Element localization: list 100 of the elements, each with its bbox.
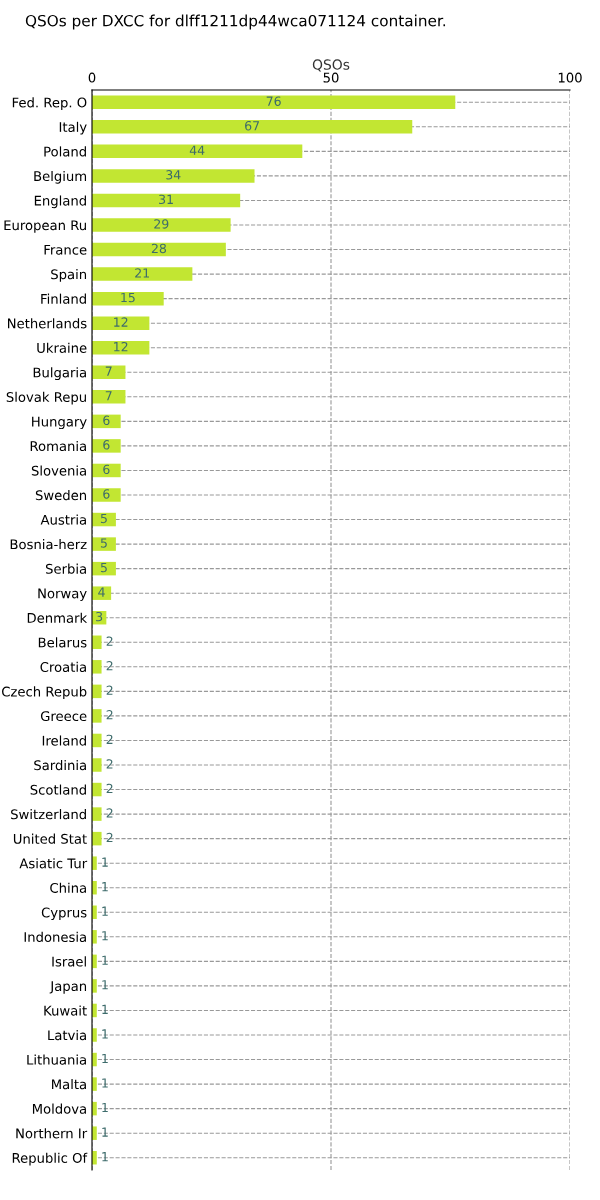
y-tick-label: Sweden [35,489,87,501]
bar [92,684,102,699]
bar [92,218,231,232]
data-label: 1 [102,1029,108,1039]
bar [92,782,102,797]
y-tick-label: Japan [49,981,87,994]
data-label: 1 [102,1004,108,1014]
y-tick-label: Ireland [42,735,86,746]
data-label: 15 [121,292,135,303]
data-label: 2 [106,710,113,720]
data-label: 2 [106,783,113,793]
bar [92,831,102,846]
data-label: 44 [189,145,205,155]
x-tick-label: 50 [323,72,339,83]
data-label: 21 [135,268,149,278]
data-label: 1 [102,955,108,965]
data-label: 12 [114,341,128,352]
bar [92,635,102,650]
data-label: 1 [102,931,108,941]
bar [92,95,456,110]
data-label: 5 [100,513,107,524]
y-tick-label: Israel [52,956,86,967]
data-label: 2 [106,734,113,744]
y-tick-label: Finland [41,293,86,304]
y-tick-label: Spain [51,269,87,282]
y-tick-label: Switzerland [11,809,86,820]
y-tick-label: England [34,195,86,209]
y-tick-label: Slovenia [31,465,86,476]
bar [92,488,121,502]
y-tick-label: Fed. Rep. O [12,97,87,111]
data-label: 1 [102,906,108,916]
chart-title: QSOs per DXCC for dlff1211dp44wca071124 container. [25,14,446,30]
bar [92,390,126,404]
y-tick-label: Cyprus [41,907,87,921]
bar [92,537,116,551]
x-axis-title: QSOs [312,59,350,72]
data-label: 5 [100,538,107,548]
data-label: 1 [102,1127,108,1137]
data-label: 2 [106,685,113,695]
data-label: 67 [245,120,260,131]
data-label: 2 [106,832,113,843]
y-tick-label: Italy [59,121,87,135]
data-label: 31 [159,194,173,205]
data-label: 28 [151,243,167,254]
y-tick-label: Czech Repub [2,686,87,700]
y-tick-label: Greece [40,711,87,722]
data-label: 2 [106,759,113,769]
data-label: 1 [102,1102,108,1113]
y-tick-label: Ukraine [37,342,87,353]
data-label: 6 [103,415,110,425]
y-tick-label: China [50,882,86,893]
y-tick-label: Kuwait [44,1005,87,1016]
y-tick-label: Romania [30,440,86,452]
y-tick-label: Lithuania [27,1054,86,1065]
data-label: 3 [96,611,103,622]
data-label: 1 [102,1078,108,1088]
y-tick-label: Slovak Repu [6,391,86,405]
y-tick-label: Poland [44,146,86,157]
y-tick-label: Scotland [30,784,86,795]
x-tick-label: 100 [558,72,582,83]
data-label: 2 [106,808,113,818]
bar [92,709,102,723]
data-label: 4 [98,587,105,597]
y-tick-label: European Ru [4,220,86,233]
y-tick-label: Northern Ir [16,1128,88,1139]
data-label: 76 [266,96,281,106]
bar [92,758,102,772]
data-label: 6 [103,440,110,450]
data-label: 29 [154,219,169,229]
data-label: 1 [102,980,108,990]
y-tick-label: Belgium [34,170,87,184]
data-label: 1 [102,857,108,867]
data-label: 1 [102,882,108,892]
data-label: 34 [166,170,181,180]
bar [92,242,226,257]
y-tick-label: Denmark [27,612,88,623]
y-tick-label: Serbia [45,563,86,574]
y-tick-label: Republic Of [12,1152,88,1166]
y-tick-label: Sardinia [34,759,86,771]
y-tick-label: Belarus [38,637,87,648]
bar [92,267,193,281]
y-tick-label: Bulgaria [33,367,86,381]
data-label: 5 [100,562,107,573]
y-tick-label: Austria [40,514,86,525]
data-label: 1 [102,1152,108,1162]
y-tick-label: Latvia [48,1029,86,1041]
y-tick-label: France [44,244,87,255]
data-label: 2 [106,636,113,646]
y-tick-label: Asiatic Tur [19,858,88,869]
bar [92,316,150,330]
y-tick-label: Hungary [32,416,87,430]
bar [92,439,121,453]
data-label: 12 [114,317,128,327]
data-label: 6 [103,489,110,499]
bar [92,169,255,183]
y-tick-label: United Stat [13,833,87,844]
bar [92,660,102,674]
data-label: 1 [102,1053,108,1063]
bar [92,144,303,159]
data-label: 6 [103,464,110,475]
